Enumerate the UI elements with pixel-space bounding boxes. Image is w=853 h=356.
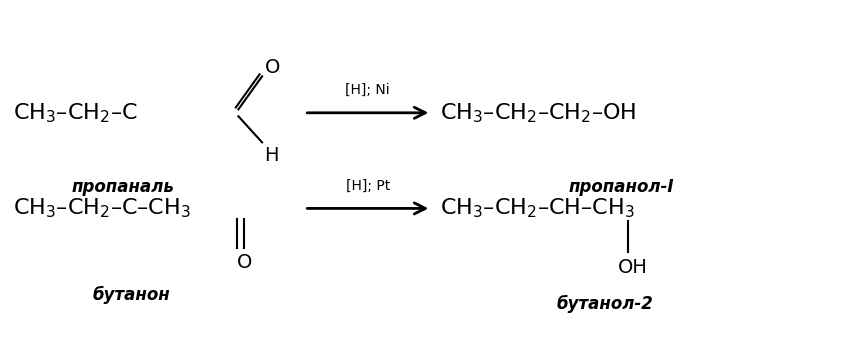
Text: бутанон: бутанон (92, 286, 170, 304)
Text: бутанол-2: бутанол-2 (555, 295, 653, 313)
Text: OH: OH (618, 258, 647, 277)
Text: CH$_3$–CH$_2$–CH–CH$_3$: CH$_3$–CH$_2$–CH–CH$_3$ (439, 197, 634, 220)
Text: O: O (264, 58, 280, 77)
Text: пропаналь: пропаналь (71, 178, 174, 196)
Text: CH$_3$–CH$_2$–C–CH$_3$: CH$_3$–CH$_2$–C–CH$_3$ (13, 197, 190, 220)
Text: H: H (264, 146, 278, 165)
Text: [H]; Pt: [H]; Pt (345, 179, 390, 193)
Text: O: O (236, 253, 252, 272)
Text: [H]; Ni: [H]; Ni (345, 83, 390, 97)
Text: CH$_3$–CH$_2$–CH$_2$–OH: CH$_3$–CH$_2$–CH$_2$–OH (439, 101, 635, 125)
Text: CH$_3$–CH$_2$–C: CH$_3$–CH$_2$–C (13, 101, 137, 125)
Text: пропанол-І: пропанол-І (568, 178, 674, 196)
